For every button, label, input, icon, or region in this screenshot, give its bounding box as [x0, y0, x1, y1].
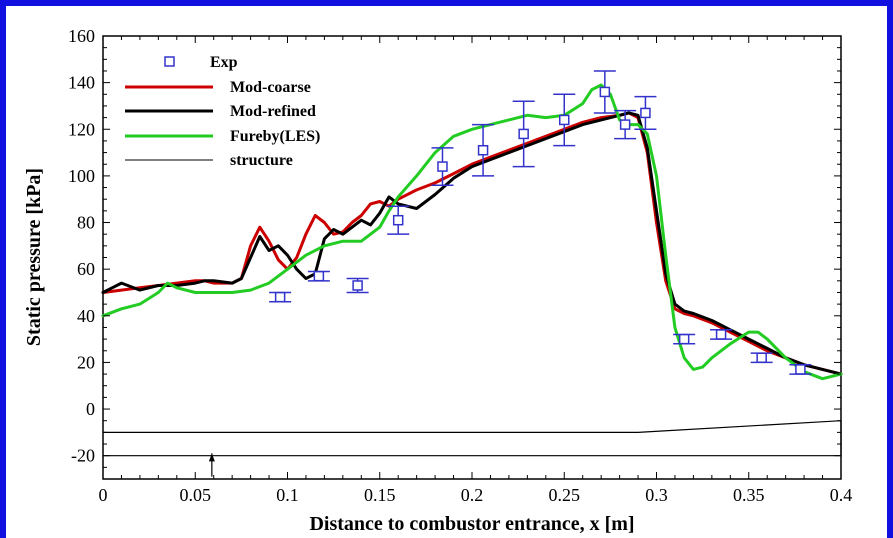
y-tick-label: 100	[68, 166, 95, 186]
axes-layer: 0 0.05 0.1 0.15 0.2 0.25 0.3 0.35 0.4-2002040608…	[68, 26, 852, 505]
y-tick-label: 80	[77, 213, 95, 233]
y-tick-label: 160	[68, 26, 95, 46]
exp-point	[614, 109, 637, 140]
legend-item-mod-coarse: Mod-coarse	[125, 79, 311, 96]
exp-marker	[599, 86, 611, 98]
y-tick-label: -20	[71, 446, 95, 466]
exp-point	[789, 364, 812, 375]
legend-item-structure: structure	[125, 152, 293, 169]
inlet-arrow-head	[208, 453, 215, 462]
legend-mod-coarse-label: Mod-coarse	[230, 79, 311, 96]
y-tick-label: 120	[68, 119, 95, 139]
legend-item-mod-refined: Mod-refined	[125, 103, 316, 120]
exp-point	[472, 123, 495, 177]
exp-marker	[715, 329, 727, 340]
y-axis-title: Static pressure [kPa]	[23, 168, 45, 346]
y-tick-label: 0	[86, 399, 95, 419]
legend-item-fureby: Fureby(LES)	[125, 128, 320, 145]
plot-area	[102, 35, 842, 480]
fureby-les-line	[101, 83, 843, 381]
exp-marker	[640, 107, 651, 119]
exp-point	[269, 291, 292, 303]
exp-point	[634, 95, 657, 131]
exp-marker	[352, 280, 363, 291]
x-tick-label: 0.25	[549, 485, 581, 505]
x-tick-label: 0.4	[830, 485, 853, 505]
exp-point	[553, 93, 576, 147]
legend-exp-label: Exp	[210, 54, 238, 71]
exp-point	[673, 333, 696, 345]
x-tick-label: 0.1	[276, 485, 299, 505]
exp-marker	[274, 291, 286, 303]
exp-layer	[269, 70, 812, 375]
x-axis-title: Distance to combustor entrance, x [m]	[309, 513, 634, 535]
exp-point	[593, 70, 616, 114]
exp-marker	[619, 119, 631, 130]
exp-point	[431, 147, 454, 186]
legend-item-exp: Exp	[164, 54, 238, 71]
x-tick-label: 0.05	[180, 485, 212, 505]
y-tick-label: 40	[77, 306, 95, 326]
exp-marker	[559, 114, 570, 126]
exp-marker	[678, 333, 690, 345]
y-tick-label: 60	[77, 259, 95, 279]
x-tick-label: 0.35	[733, 485, 765, 505]
y-tick-label: 140	[68, 73, 95, 93]
exp-marker	[795, 364, 806, 375]
exp-point	[710, 329, 733, 340]
x-tick-label: 0.3	[645, 485, 668, 505]
x-tick-label: 0.2	[461, 485, 484, 505]
y-tick-label: 20	[77, 352, 95, 372]
legend-exp-marker	[164, 56, 175, 67]
x-tick-label: 0.15	[364, 485, 396, 505]
exp-marker	[477, 144, 489, 156]
x-tick-label: 0	[99, 485, 108, 505]
legend-fureby-label: Fureby(LES)	[230, 128, 320, 145]
exp-point	[750, 352, 773, 364]
legend: Exp Mod-coarse Mod-refined Fureby(LES) s…	[125, 54, 320, 169]
exp-marker	[518, 128, 529, 140]
exp-point	[307, 270, 330, 282]
exp-marker	[392, 214, 404, 226]
exp-point	[387, 205, 410, 235]
exp-point	[346, 277, 369, 294]
exp-marker	[756, 352, 767, 364]
exp-marker	[437, 161, 448, 172]
exp-point	[512, 100, 535, 168]
legend-mod-refined-label: Mod-refined	[230, 103, 316, 120]
exp-marker	[313, 270, 325, 282]
legend-structure-label: structure	[230, 152, 293, 169]
